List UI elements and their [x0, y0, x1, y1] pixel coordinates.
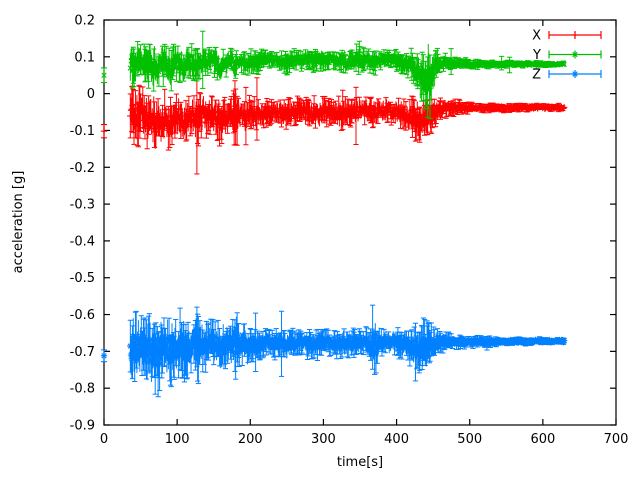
x-tick-label: 0: [100, 432, 108, 447]
y-tick-label: 0.1: [74, 50, 95, 65]
x-tick-label: 400: [384, 432, 409, 447]
legend-label-x: X: [532, 29, 541, 44]
y-axis-title: acceleration [g]: [11, 171, 26, 274]
x-tick-label: 100: [165, 432, 190, 447]
y-tick-label: -0.4: [70, 234, 95, 249]
y-tick-label: 0: [87, 87, 95, 102]
y-tick-label: -0.7: [70, 345, 95, 360]
legend-sample-z: [548, 70, 602, 78]
x-tick-label: 300: [311, 432, 336, 447]
x-tick-label: 700: [604, 432, 629, 447]
y-tick-label: -0.9: [70, 419, 95, 434]
y-tick-label: -0.1: [70, 124, 95, 139]
y-axis-ticks: 0.2 0.1 0 -0.1 -0.2 -0.3 -0.4 -0.5 -0.6 -0.7 -0.8 -…: [70, 14, 616, 434]
legend-sample-x: [548, 31, 602, 39]
data-series-layer: [100, 30, 568, 398]
series-x: [100, 74, 568, 175]
legend: XYZ: [532, 29, 602, 83]
x-tick-label: 600: [530, 432, 555, 447]
y-tick-label: -0.8: [70, 382, 95, 397]
x-tick-label: 200: [238, 432, 263, 447]
series-y: [101, 30, 567, 120]
x-axis-ticks: 0 100 200 300 400 500 600 700: [100, 20, 629, 447]
y-tick-label: -0.6: [70, 308, 95, 323]
y-tick-label: -0.3: [70, 198, 95, 213]
y-tick-label: -0.5: [70, 271, 95, 286]
legend-label-z: Z: [532, 68, 541, 83]
legend-sample-y: [548, 50, 602, 59]
y-tick-label: -0.2: [70, 161, 95, 176]
x-axis-title: time[s]: [337, 455, 383, 470]
x-tick-label: 500: [457, 432, 482, 447]
y-tick-label: 0.2: [74, 14, 95, 29]
legend-label-y: Y: [532, 48, 541, 63]
series-z: [100, 304, 568, 398]
plot-frame: [103, 19, 617, 426]
